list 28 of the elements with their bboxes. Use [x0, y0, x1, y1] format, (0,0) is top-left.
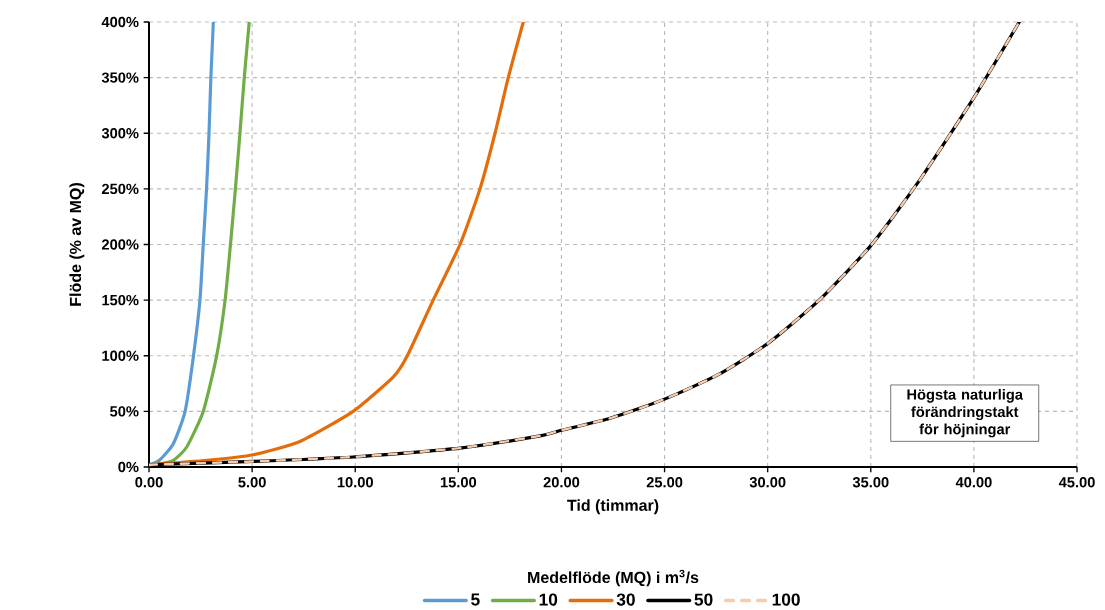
y-tick-label: 300%: [101, 128, 139, 139]
x-tick-label: 35.00: [852, 477, 889, 488]
x-tick-label: 10.00: [337, 477, 373, 488]
x-tick-label: 25.00: [646, 477, 683, 488]
y-tick-label: 250%: [101, 183, 139, 195]
y-tick-label: 150%: [102, 294, 139, 306]
y-tick-label: 100%: [102, 350, 139, 361]
x-tick-label: 5.00: [238, 477, 266, 488]
legend-label: 10: [539, 593, 558, 606]
legend-label: 50: [694, 593, 713, 606]
x-tick-label: 15.00: [440, 477, 477, 488]
legend-title: Medelflöde (MQ) i m$^{3}$/s: [528, 569, 699, 587]
x-tick-label: 20.00: [543, 477, 580, 488]
y-tick-label: 50%: [110, 406, 139, 417]
y-tick-label: 400%: [101, 16, 139, 28]
x-tick-label: 0.00: [135, 477, 163, 488]
x-tick-label: 30.00: [749, 477, 786, 488]
x-tick-label: 40.00: [955, 477, 992, 488]
x-axis-title: Tid (timmar): [567, 499, 659, 515]
y-tick-label: 0%: [118, 461, 139, 473]
legend-label: 30: [616, 593, 635, 606]
legend-label: 5: [471, 593, 480, 606]
x-tick-label: 45.00: [1058, 477, 1095, 488]
legend-label: 100: [772, 593, 800, 606]
y-axis-title: Flöde (% av MQ): [69, 183, 85, 306]
y-tick-label: 200%: [101, 239, 139, 250]
annotation: Högsta naturliga förändringstakt för höjningar: [907, 388, 1024, 438]
y-tick-label: 350%: [101, 72, 139, 83]
